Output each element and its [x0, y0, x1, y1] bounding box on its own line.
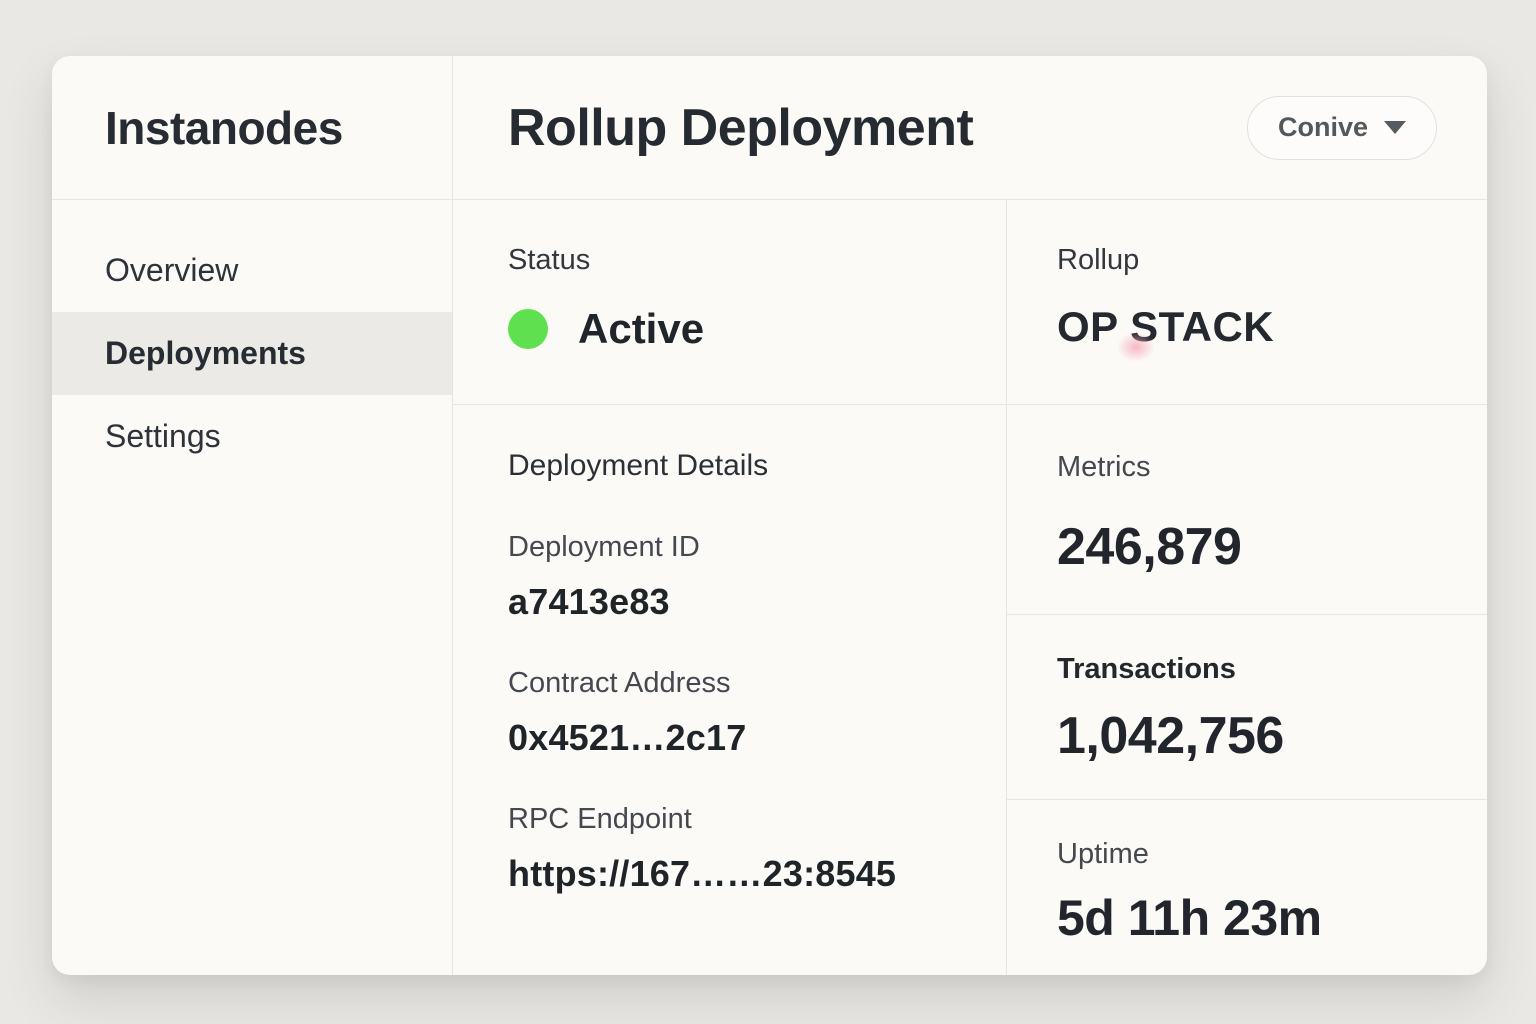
- chevron-down-icon: [1384, 121, 1406, 134]
- sidebar-item-label: Settings: [105, 418, 221, 454]
- uptime-value: 5d 11h 23m: [1057, 890, 1322, 946]
- metrics-value: 246,879: [1057, 518, 1242, 576]
- contract-address-field: Contract Address 0x4521…2c17: [508, 667, 1006, 759]
- sidebar: Instanodes Overview Deployments Settings: [52, 56, 453, 975]
- workspace-selector-button[interactable]: Conive: [1246, 95, 1437, 160]
- sidebar-item-label: Overview: [105, 252, 239, 288]
- sidebar-item-label: Deployments: [105, 335, 306, 371]
- deployment-details-title: Deployment Details: [508, 449, 769, 482]
- workspace-selector-label: Conive: [1277, 112, 1368, 142]
- rollup-panel: Rollup OP STACK: [1007, 200, 1487, 405]
- contract-address-value: 0x4521…2c17: [508, 717, 747, 758]
- sidebar-item-settings[interactable]: Settings: [52, 395, 452, 478]
- main-content: Status Active Deployment Details Deploym…: [453, 200, 1487, 975]
- status-value-row: Active: [508, 305, 1006, 353]
- deployment-id-field: Deployment ID a7413e83: [508, 531, 1006, 623]
- deployment-id-value: a7413e83: [508, 581, 670, 622]
- main-header: Rollup Deployment Conive: [453, 56, 1487, 200]
- status-value: Active: [578, 305, 705, 352]
- sidebar-item-deployments[interactable]: Deployments: [52, 312, 452, 395]
- uptime-label: Uptime: [1057, 838, 1149, 870]
- sidebar-header: Instanodes: [52, 56, 452, 200]
- deployment-column: Status Active Deployment Details Deploym…: [453, 200, 1006, 975]
- rollup-value: OP STACK: [1057, 303, 1275, 350]
- transactions-label: Transactions: [1057, 653, 1236, 685]
- metrics-panel: Metrics 246,879: [1007, 405, 1487, 615]
- main-area: Rollup Deployment Conive Status Active: [453, 56, 1487, 975]
- uptime-panel: Uptime 5d 11h 23m: [1007, 800, 1487, 975]
- contract-address-label: Contract Address: [508, 667, 731, 699]
- rpc-endpoint-value: https://167……23:8545: [508, 853, 897, 894]
- sidebar-item-overview[interactable]: Overview: [52, 229, 452, 312]
- sidebar-nav: Overview Deployments Settings: [52, 200, 452, 478]
- status-indicator-dot: [508, 309, 548, 349]
- rollup-label: Rollup: [1057, 244, 1140, 276]
- status-panel: Status Active: [453, 200, 1006, 405]
- rpc-endpoint-label: RPC Endpoint: [508, 803, 692, 835]
- deployment-details-panel: Deployment Details Deployment ID a7413e8…: [453, 405, 1006, 939]
- transactions-value: 1,042,756: [1057, 707, 1284, 765]
- page-title: Rollup Deployment: [508, 98, 974, 157]
- metrics-column: Rollup OP STACK Metrics 246,879 Transact…: [1006, 200, 1487, 975]
- transactions-panel: Transactions 1,042,756: [1007, 615, 1487, 800]
- app-window: Instanodes Overview Deployments Settings…: [52, 56, 1487, 975]
- rpc-endpoint-field: RPC Endpoint https://167……23:8545: [508, 803, 1006, 895]
- app-brand: Instanodes: [105, 101, 343, 154]
- deployment-id-label: Deployment ID: [508, 531, 700, 563]
- status-label: Status: [508, 244, 591, 276]
- metrics-label: Metrics: [1057, 451, 1151, 483]
